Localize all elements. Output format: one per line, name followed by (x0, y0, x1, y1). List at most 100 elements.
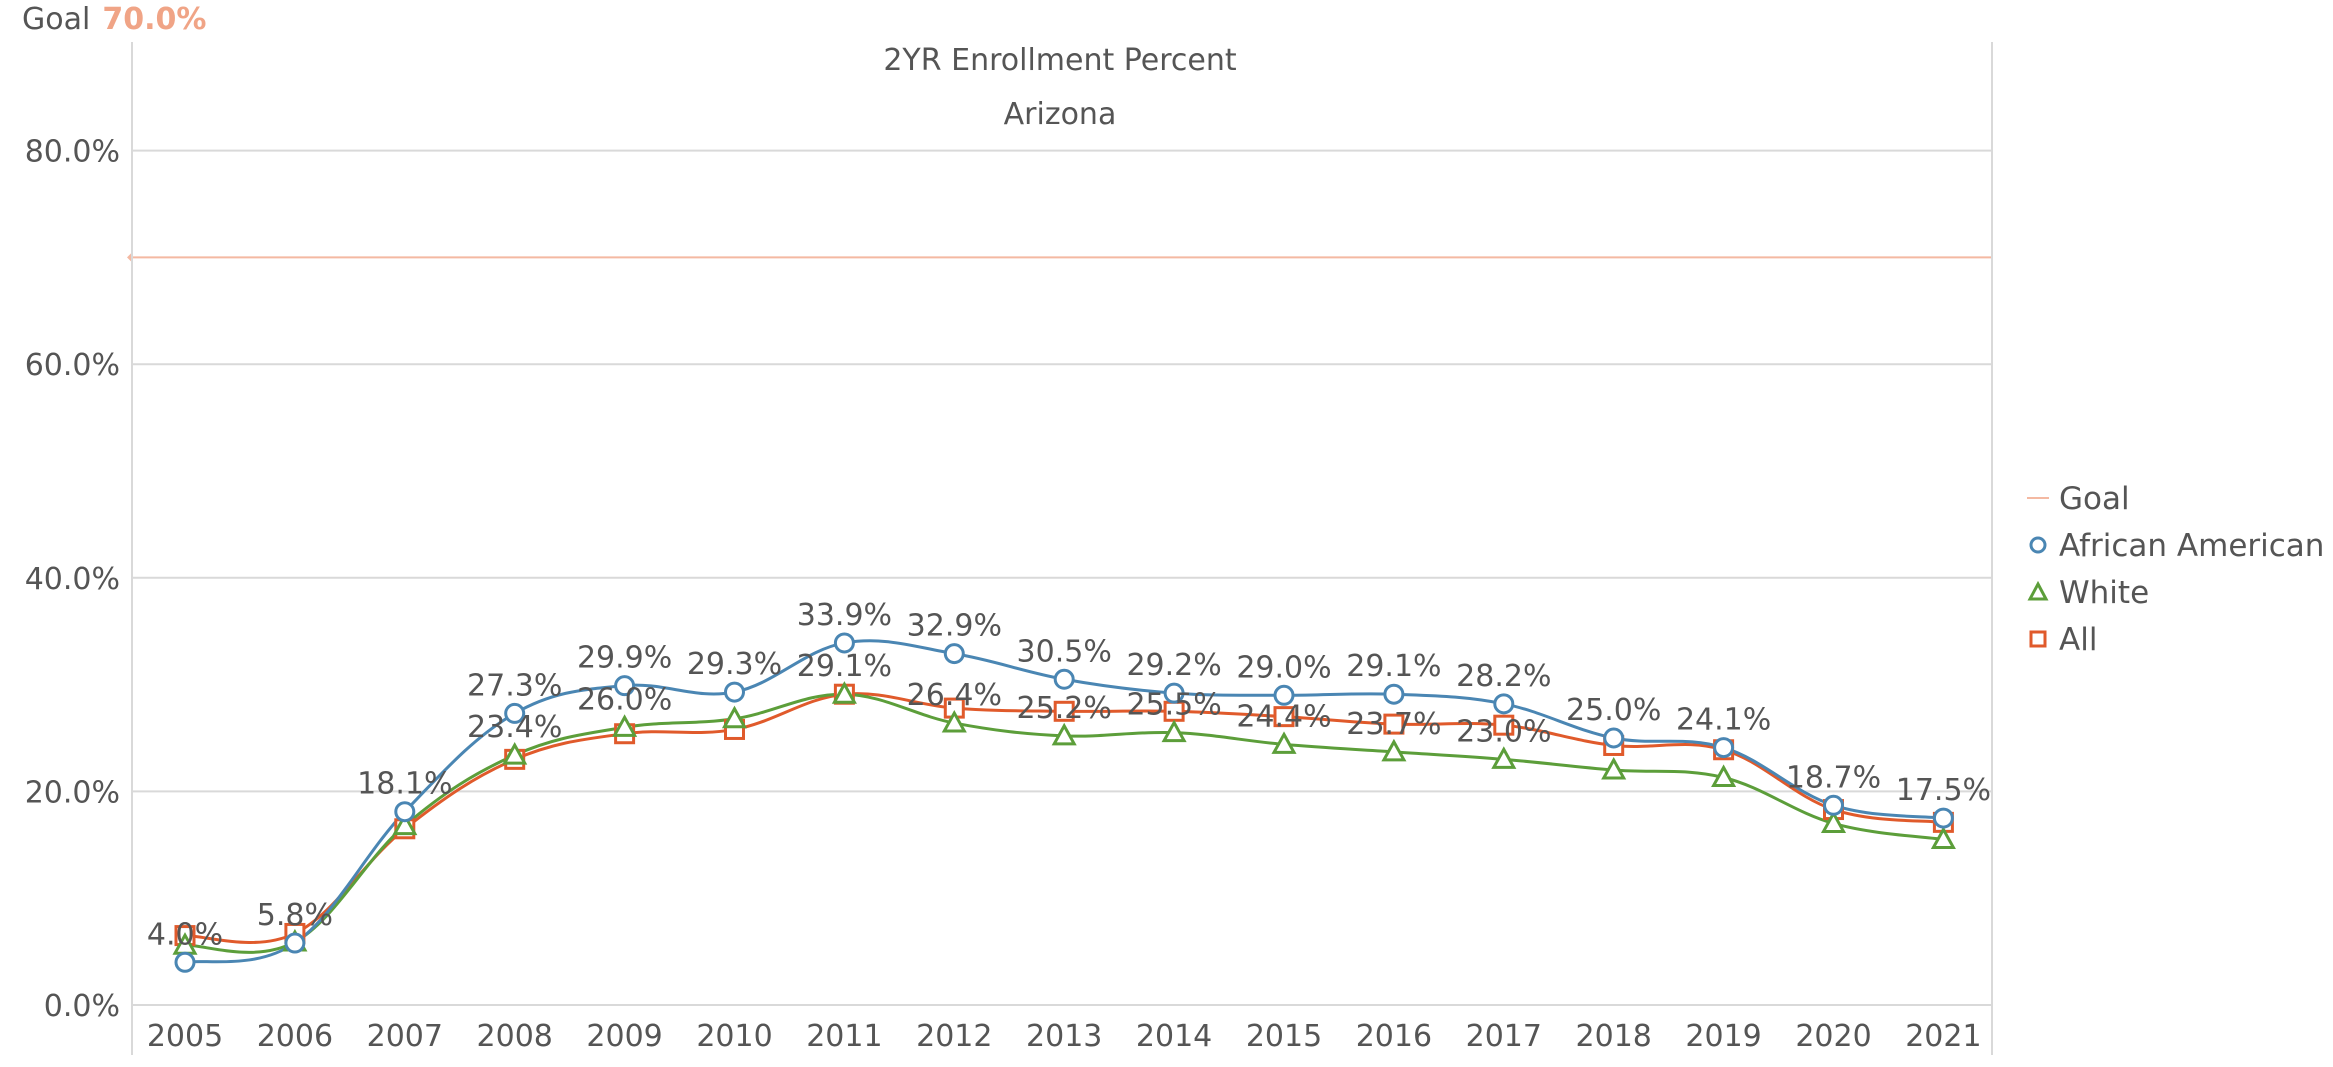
legend-item-african-american[interactable]: African American (2029, 528, 2324, 564)
data-point-white (392, 812, 418, 836)
data-point-african-american (1273, 684, 1295, 706)
x-tick-label: 2007 (367, 1019, 443, 1054)
x-tick-label: 2012 (916, 1019, 992, 1054)
x-tick-label: 2015 (1246, 1019, 1322, 1054)
data-label-white: 23.7% (1346, 707, 1441, 742)
data-point-white (1930, 826, 1956, 849)
data-point-white (1491, 746, 1517, 769)
x-tick-label: 2014 (1136, 1019, 1212, 1054)
data-label-white: 23.0% (1456, 714, 1551, 749)
x-tick-label: 2020 (1795, 1019, 1871, 1054)
x-tick-label: 2013 (1026, 1019, 1102, 1054)
data-point-white (1051, 722, 1077, 746)
data-point-african-american (1932, 807, 1954, 829)
data-point-white (612, 714, 638, 737)
data-label-african-american: 33.9% (797, 598, 892, 633)
legend-swatch (2027, 580, 2049, 601)
data-label-white: 24.4% (1236, 699, 1331, 734)
legend-label: Goal (2059, 481, 2130, 517)
data-point-african-american (614, 675, 636, 697)
legend-item-goal[interactable]: Goal (2027, 481, 2130, 517)
y-tick-label: 80.0% (25, 135, 120, 170)
goal-header: Goal 70.0% (22, 2, 206, 37)
x-tick-label: 2017 (1466, 1019, 1542, 1054)
x-tick-label: 2011 (806, 1019, 882, 1054)
data-point-african-american (1493, 693, 1515, 715)
markers-layer (172, 632, 1956, 973)
data-label-african-american: 29.2% (1126, 648, 1221, 683)
data-point-white (1381, 738, 1407, 762)
legend-label: African American (2059, 528, 2324, 564)
data-point-white (1820, 810, 1847, 833)
data-point-white (831, 681, 857, 704)
data-point-white (1271, 731, 1297, 754)
data-point-african-american (174, 951, 196, 973)
data-label-white: 26.4% (907, 678, 1002, 713)
axis-layer: 0.0% 20.0% 40.0% 60.0% 80.0% 2005 2006 2007 2008… (25, 42, 1993, 1055)
data-label-white: 25.2% (1017, 691, 1112, 726)
goal-layer (127, 251, 1992, 264)
data-point-african-american (1713, 737, 1735, 759)
legend-item-all[interactable]: All (2029, 622, 2097, 658)
chart-title: 2YR Enrollment Percent (883, 43, 1237, 78)
data-point-african-american (1053, 668, 1075, 690)
y-tick-label: 60.0% (25, 348, 120, 383)
y-tick-label: 40.0% (25, 562, 120, 597)
chart-subtitle: Arizona (1004, 97, 1117, 132)
legend-item-white[interactable]: White (2027, 575, 2149, 611)
data-label-african-american: 18.1% (357, 767, 452, 802)
legend-swatch (2029, 630, 2047, 648)
legend[interactable]: Goal African American White All (2027, 481, 2324, 658)
data-label-white: 29.1% (797, 649, 892, 684)
data-label-african-american: 18.7% (1786, 760, 1881, 795)
legend-label: All (2059, 622, 2097, 658)
data-label-african-american: 24.1% (1676, 703, 1771, 738)
data-point-all (1383, 713, 1405, 735)
series-line-african-american (184, 639, 1944, 964)
data-label-african-american: 29.9% (577, 641, 672, 676)
data-point-african-american (1823, 794, 1844, 816)
grid-layer (132, 149, 1992, 1006)
x-tick-label: 2008 (477, 1019, 553, 1054)
data-point-white (1711, 764, 1737, 788)
data-point-african-american (833, 632, 855, 654)
x-tick-label: 2009 (586, 1019, 662, 1054)
data-point-african-american (1383, 683, 1405, 705)
data-label-african-american: 29.0% (1236, 650, 1331, 685)
data-point-white (1161, 719, 1187, 743)
data-point-all (1493, 714, 1515, 736)
data-label-african-american: 17.5% (1896, 773, 1991, 808)
x-tick-label: 2018 (1576, 1019, 1652, 1054)
data-label-african-american: 27.3% (467, 668, 562, 703)
data-point-white (941, 709, 967, 733)
data-point-all (1273, 706, 1295, 728)
data-label-african-american: 29.1% (1346, 649, 1441, 684)
goal-header-value: 70.0% (102, 2, 207, 37)
goal-header-label: Goal (22, 2, 91, 37)
data-label-white: 26.0% (577, 682, 672, 717)
data-point-african-american (394, 801, 416, 823)
data-label-african-american: 25.0% (1566, 693, 1661, 728)
data-point-african-american (1603, 727, 1625, 749)
x-tick-label: 2019 (1685, 1019, 1761, 1054)
x-tick-label: 2005 (147, 1019, 223, 1054)
data-point-african-american (1163, 682, 1185, 704)
data-point-all (1053, 700, 1075, 722)
data-label-white: 25.5% (1126, 688, 1221, 723)
x-tick-label: 2016 (1356, 1019, 1432, 1054)
data-label-white: 23.4% (467, 710, 562, 745)
data-label-african-american: 30.5% (1017, 634, 1112, 669)
data-label-african-american: 28.2% (1456, 659, 1551, 694)
data-point-white (1601, 756, 1627, 780)
legend-label: White (2059, 575, 2149, 611)
x-tick-label: 2010 (696, 1019, 772, 1054)
y-tick-label: 0.0% (44, 989, 120, 1024)
data-point-white (721, 705, 748, 729)
y-tick-label: 20.0% (25, 775, 120, 810)
data-label-african-american: 5.8% (257, 898, 333, 933)
data-label-african-american: 32.9% (907, 609, 1002, 644)
data-point-african-american (943, 643, 965, 665)
data-label-african-american: 4.0% (147, 917, 223, 952)
x-tick-label: 2021 (1905, 1019, 1981, 1054)
